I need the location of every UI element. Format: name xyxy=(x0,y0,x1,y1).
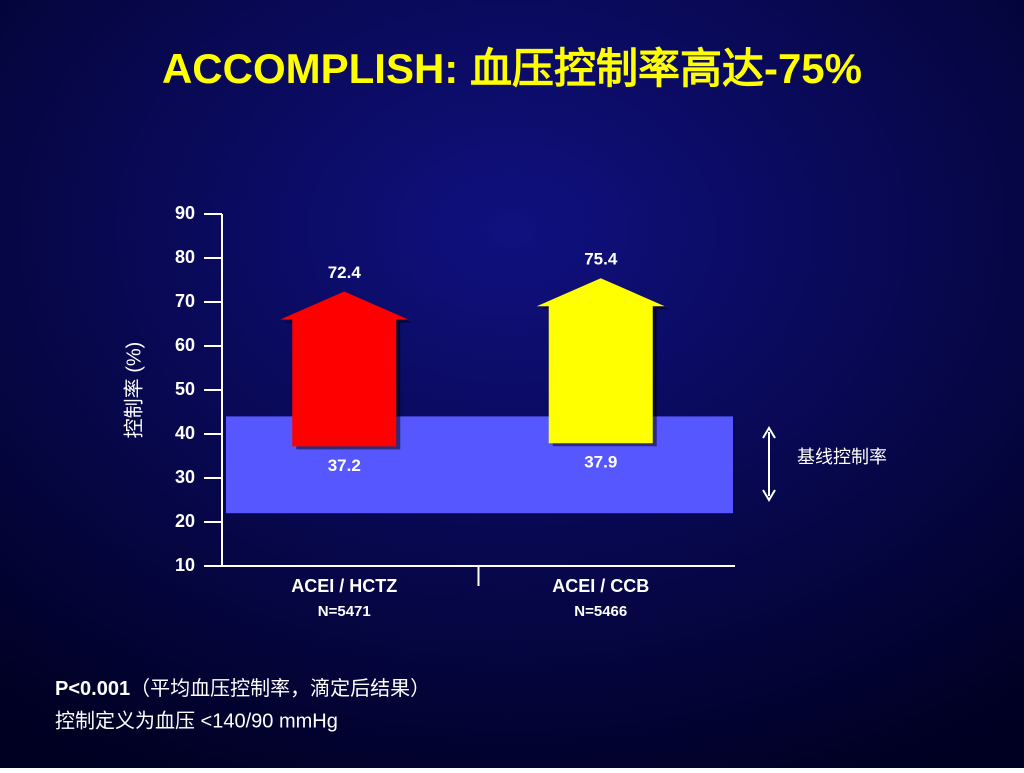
sample-size: N=5466 xyxy=(574,603,627,620)
slide-title: ACCOMPLISH: 血压控制率高达-75% xyxy=(162,45,862,92)
y-tick-label: 90 xyxy=(175,203,195,223)
bracket-arrow-heads xyxy=(762,426,776,502)
y-tick-label: 50 xyxy=(175,379,195,399)
y-tick-label: 40 xyxy=(175,423,195,443)
x-tick-label: ACEI / CCB xyxy=(552,576,649,596)
y-tick-label: 60 xyxy=(175,335,195,355)
value-label: 75.4 xyxy=(584,250,618,269)
x-tick-label: ACEI / HCTZ xyxy=(291,576,397,596)
arrow xyxy=(280,291,409,447)
note-bold: P<0.001 xyxy=(55,678,130,700)
value-label: 37.9 xyxy=(584,453,617,472)
y-tick-label: 70 xyxy=(175,291,195,311)
y-tick-label: 20 xyxy=(175,511,195,531)
value-label: 37.2 xyxy=(328,456,361,475)
note: P<0.001（平均血压控制率，滴定后结果） xyxy=(55,677,430,700)
baseline-label: 基线控制率 xyxy=(797,447,887,467)
y-tick-label: 80 xyxy=(175,247,195,267)
sample-size: N=5471 xyxy=(318,603,371,620)
y-tick-label: 30 xyxy=(175,467,195,487)
y-tick-label: 10 xyxy=(175,555,195,575)
arrow xyxy=(536,278,665,444)
note-text: （平均血压控制率，滴定后结果） xyxy=(130,677,430,700)
y-axis-label: 控制率 (%) xyxy=(122,342,145,439)
chart: 10 20 30 40 50 60 70 80 90 72.4 37.2 ACEI / HCTZ N=5… xyxy=(175,203,735,620)
value-label: 72.4 xyxy=(328,263,362,282)
note: 控制定义为血压 <140/90 mmHg xyxy=(55,709,338,732)
